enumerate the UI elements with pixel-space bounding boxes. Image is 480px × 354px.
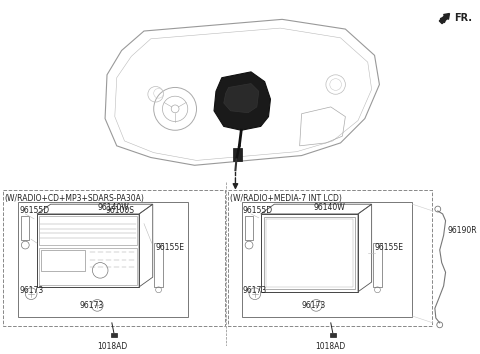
Text: 96155E: 96155E xyxy=(156,243,185,252)
Polygon shape xyxy=(214,72,270,130)
Bar xyxy=(154,243,164,287)
Text: 96190R: 96190R xyxy=(447,225,477,235)
Text: 1018AD: 1018AD xyxy=(97,342,127,352)
Text: 96100S: 96100S xyxy=(105,206,134,215)
Polygon shape xyxy=(224,84,259,113)
Bar xyxy=(372,243,383,287)
Bar xyxy=(39,216,137,245)
Bar xyxy=(111,333,117,337)
Bar xyxy=(39,248,137,285)
Text: 96173: 96173 xyxy=(20,286,44,295)
Bar xyxy=(330,333,336,337)
Text: 96155D: 96155D xyxy=(20,206,49,215)
Text: 96155E: 96155E xyxy=(374,243,404,252)
Text: (W/RADIO+MEDIA-7 INT LCD): (W/RADIO+MEDIA-7 INT LCD) xyxy=(229,194,341,204)
Text: 96173: 96173 xyxy=(242,286,266,295)
Bar xyxy=(37,214,139,287)
Text: 96155D: 96155D xyxy=(242,206,272,215)
Bar xyxy=(242,202,412,317)
Text: 96173: 96173 xyxy=(80,301,104,309)
Bar xyxy=(264,217,355,289)
Text: 96140W: 96140W xyxy=(98,203,130,212)
Bar xyxy=(22,216,29,240)
Text: FR.: FR. xyxy=(455,12,472,23)
Bar xyxy=(228,190,432,326)
Text: 96140W: 96140W xyxy=(314,203,346,212)
FancyArrow shape xyxy=(439,13,449,24)
Text: 1018AD: 1018AD xyxy=(316,342,346,352)
Bar xyxy=(232,148,242,161)
Bar xyxy=(245,216,253,240)
Bar xyxy=(41,250,84,271)
Bar xyxy=(3,190,225,326)
Bar xyxy=(261,214,358,292)
Text: 96173: 96173 xyxy=(301,301,326,309)
Bar xyxy=(17,202,188,317)
Text: (W/RADIO+CD+MP3+SDARS-PA30A): (W/RADIO+CD+MP3+SDARS-PA30A) xyxy=(5,194,145,204)
Bar xyxy=(265,219,353,287)
